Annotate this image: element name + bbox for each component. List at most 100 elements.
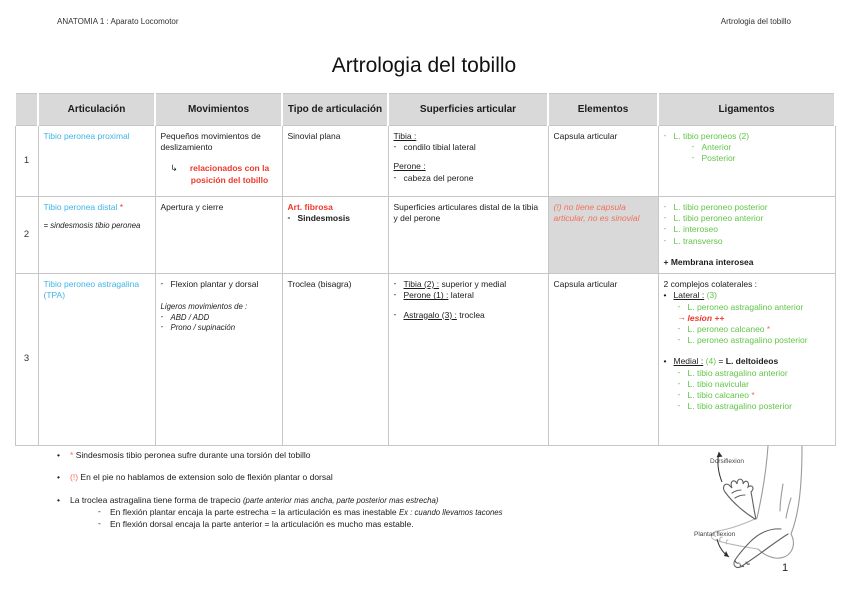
dash: - [663, 223, 667, 234]
movement-note: relacionados con la posición del tobillo [189, 163, 270, 185]
joint-name: Tibio peroneo astragalina (TPA) [43, 279, 140, 301]
surface-bone-label: Perone (1) : [403, 290, 449, 301]
table-row: 2 Tibio peronea distal * = sindesmosis t… [14, 195, 836, 275]
foot-illustration: Dorsiflexion Plantar flexion [694, 445, 803, 568]
ankle-flexion-figure: Dorsiflexion Plantar flexion [688, 444, 816, 572]
ligament-item: L. tibio navicular [687, 378, 749, 389]
col-header-tipo: Tipo de articulación [281, 93, 389, 126]
dorsiflexion-label: Dorsiflexion [710, 458, 744, 465]
ligament-item: L. tibio astragalino anterior [687, 367, 788, 378]
dash: - [393, 171, 397, 182]
medial-count: (4) [705, 356, 717, 367]
asterisk-mark: * [751, 390, 755, 401]
cell-elementos: Capsula articular [547, 125, 659, 197]
footnote: • * Sindesmosis tibio peronea sufre dura… [57, 450, 697, 461]
medial-complex-label: Medial : [673, 356, 704, 367]
surface-item: lateral [450, 290, 474, 301]
cell-superficies: - Tibia (2) : superior y medial - Perone (… [387, 273, 549, 447]
subnote-text: En flexión dorsal encaja la parte anteri… [110, 518, 414, 529]
cell-movimientos: Apertura y cierre [154, 195, 283, 275]
col-header-superficies: Superficies articular [387, 93, 549, 126]
joint-type: Troclea (bisagra) [287, 279, 352, 290]
dash: - [160, 278, 164, 289]
ligament-subitem: Anterior [701, 142, 732, 153]
ligament-item: L. peroneo astragalino posterior [687, 335, 808, 346]
dash: - [663, 130, 667, 140]
dash: - [677, 400, 681, 411]
cell-tipo: Art. fibrosa - Sindesmosis [281, 195, 389, 275]
dash: - [663, 212, 667, 223]
warning-mark: (!) [70, 472, 79, 483]
joint-name: Tibio peronea distal [43, 202, 118, 212]
cell-movimientos: Pequeños movimientos de deslizamiento ↳ … [154, 125, 283, 197]
cell-movimientos: - Flexion plantar y dorsal Ligeros movimi… [154, 273, 283, 447]
movement-note-head: Ligeros movimientos de : [160, 302, 248, 312]
col-header-elementos: Elementos [547, 93, 659, 126]
subnote-example: Ex : cuando llevamos tacones [398, 508, 503, 518]
footnote: • La troclea astragalina tiene forma de … [57, 495, 697, 531]
dash: - [691, 152, 695, 163]
membrane-text: Membrana interosea [670, 256, 754, 267]
cell-ligamentos: 2 complejos colaterales : • Lateral : (3)… [657, 273, 836, 447]
lesion-note: lesion ++ [687, 312, 725, 323]
ligament-item: L. tibio peroneos (2) [673, 131, 750, 141]
cell-tipo: Sinovial plana [281, 125, 389, 197]
movement-text: Apertura y cierre [160, 202, 224, 212]
dash: - [677, 366, 681, 377]
dash: - [691, 141, 695, 152]
plus-sign: + [663, 256, 669, 267]
row-number: 3 [14, 273, 39, 447]
surface-item: cabeza del perone [403, 172, 474, 183]
surface-bone-label: Perone : [393, 161, 426, 172]
surface-bone-label: Tibia : [393, 131, 417, 141]
dash: - [160, 321, 164, 331]
lateral-count: (3) [706, 290, 717, 301]
surface-item: superior y medial [441, 279, 507, 290]
joint-name: Tibio peronea proximal [43, 131, 130, 141]
bullet: • [57, 472, 60, 483]
cell-articulacion: Tibio peronea proximal [37, 125, 156, 197]
ligament-item: L. tibio peroneo posterior [673, 202, 768, 212]
plantar-flexion-label: Plantar flexion [694, 531, 736, 538]
page-title: Artrologia del tobillo [331, 54, 517, 77]
ankle-arthrology-table: Articulación Movimientos Tipo de articul… [14, 93, 836, 447]
deltoid-name: L. deltoideos [725, 356, 779, 367]
table-row: 1 Tibio peronea proximal Pequeños movimi… [14, 125, 836, 197]
dash: - [98, 517, 101, 528]
surface-item: condilo tibial lateral [403, 142, 476, 153]
ligament-item: L. tibio astragalino posterior [687, 401, 792, 412]
dash: - [393, 278, 397, 289]
dash: - [677, 334, 681, 345]
table-header-row: Articulación Movimientos Tipo de articul… [14, 93, 836, 126]
cell-elementos-warning: (!) no tiene capsula articular, no es si… [547, 195, 659, 275]
bullet: • [663, 356, 667, 367]
cell-superficies: Tibia : - condilo tibial lateral Perone :… [387, 125, 549, 197]
footnote: • (!) En el pie no hablamos de extension… [57, 472, 697, 483]
asterisk-mark: * [119, 202, 124, 212]
cell-superficies: Superficies articulares distal de la tib… [387, 195, 549, 275]
warning-text: (!) no tiene capsula articular, no es si… [553, 202, 640, 224]
joint-type: Sinovial plana [287, 131, 341, 141]
ligament-subitem: Posterior [701, 153, 736, 164]
ligament-item: L. transverso [673, 235, 723, 246]
col-header-ligamentos: Ligamentos [657, 93, 836, 126]
bullet: • [663, 290, 667, 301]
table-row: 3 Tibio peroneo astragalina (TPA) - Flexi… [14, 273, 836, 447]
cell-ligamentos: - L. tibio peroneos (2) - Anterior - Poster… [657, 125, 836, 197]
cell-elementos: Capsula articular [547, 273, 659, 447]
branch-arrow-icon: ↳ [170, 163, 178, 174]
footnote-paren: (parte anterior mas ancha, parte posteri… [242, 495, 439, 505]
ligament-item: L. peroneo astragalino anterior [687, 301, 804, 312]
ligament-item: L. tibio calcaneo [687, 390, 749, 401]
subnote-text: En flexión plantar encaja la parte estre… [110, 507, 399, 518]
equals-sign: = [718, 356, 724, 367]
row-number: 1 [14, 125, 39, 197]
bullet: • [57, 494, 60, 505]
dash: - [663, 234, 667, 245]
ligament-item: L. peroneo calcaneo [687, 323, 765, 334]
ligament-item: L. interoseo [673, 224, 718, 235]
bullet: • [57, 450, 60, 460]
dash: - [677, 377, 681, 388]
row-number: 2 [14, 195, 39, 275]
